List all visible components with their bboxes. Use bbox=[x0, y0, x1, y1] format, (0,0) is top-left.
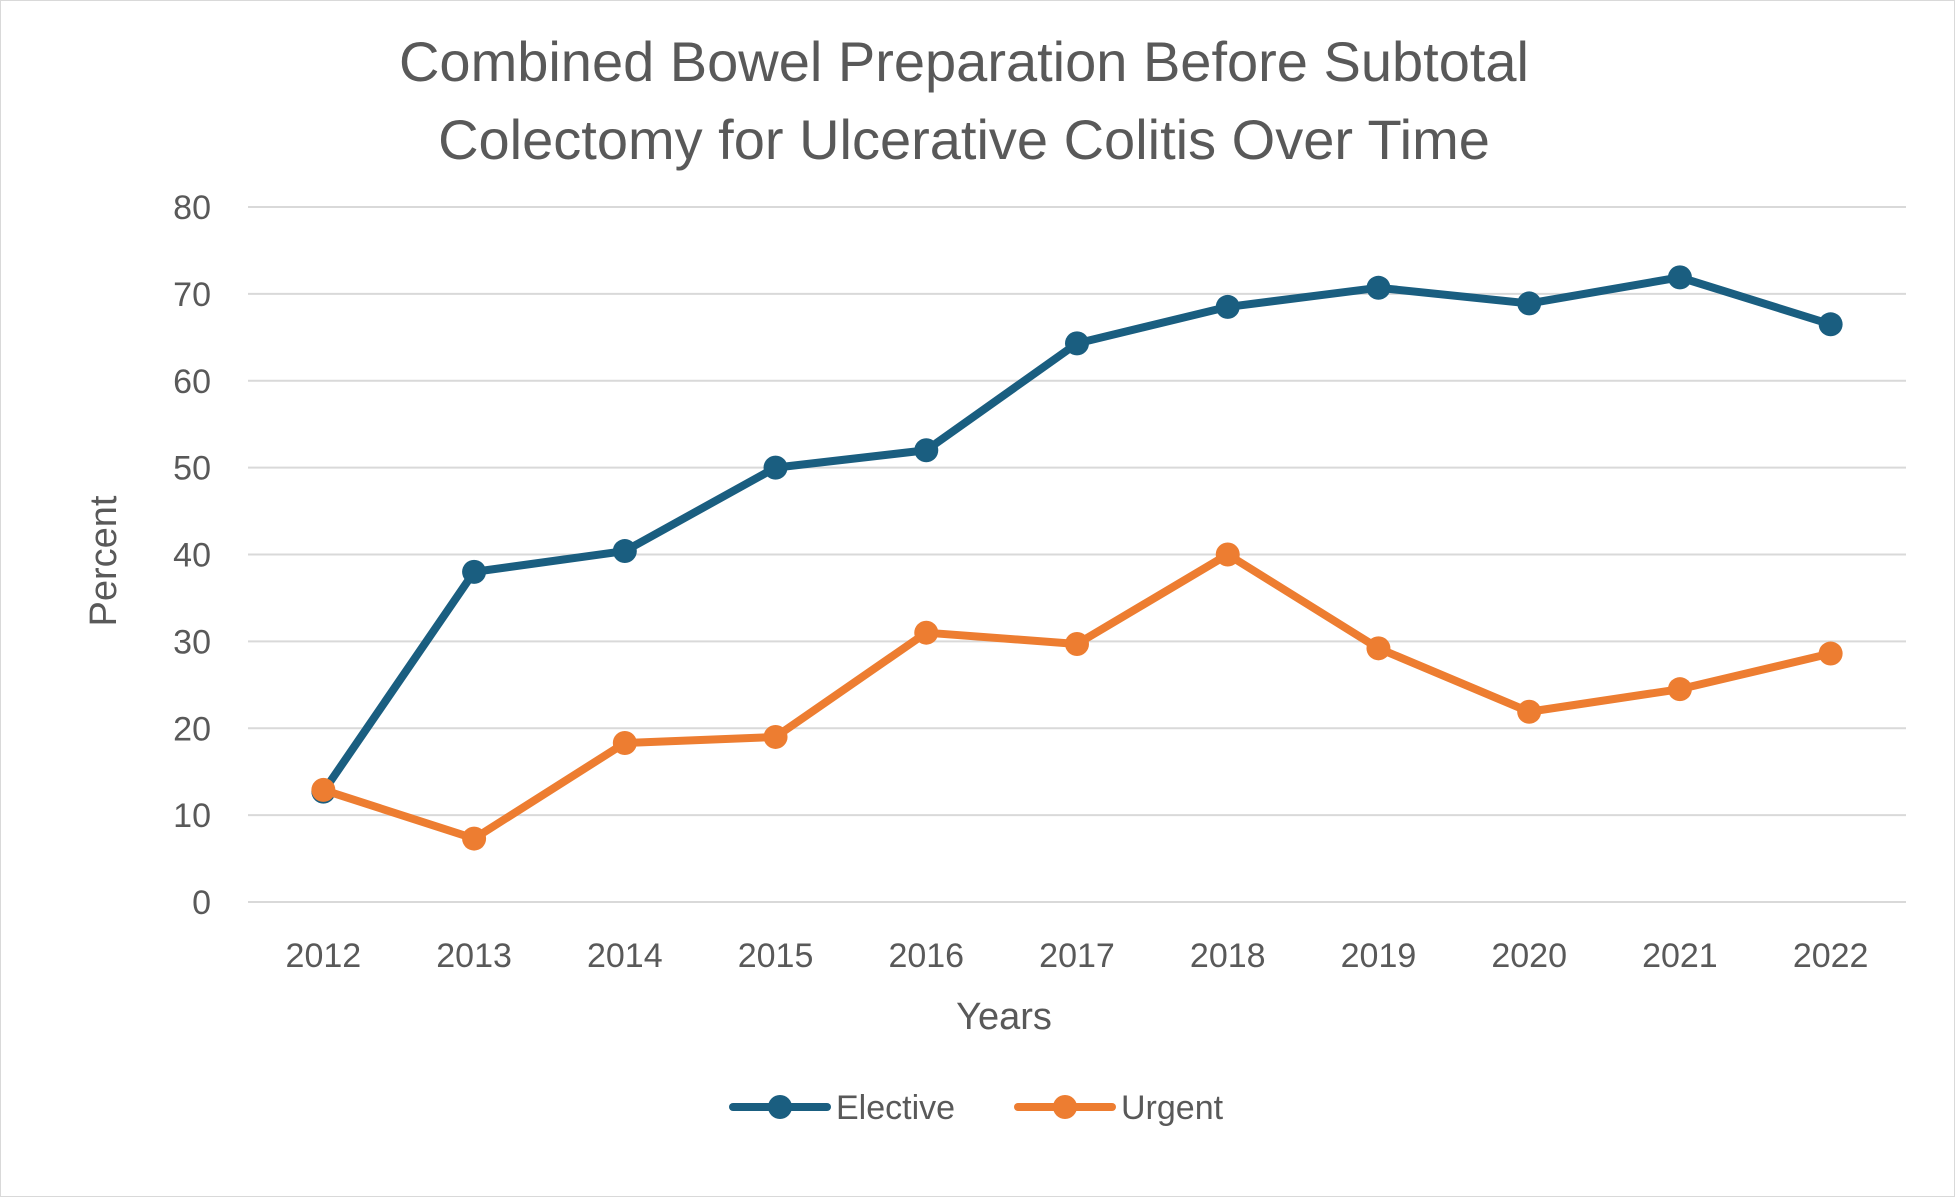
y-tick-label: 60 bbox=[173, 363, 211, 401]
data-point-elective bbox=[914, 438, 939, 463]
x-axis-ticks: 2012 2013 2014 2015 2016 2017 2018 2019 2020 2021… bbox=[286, 937, 1869, 975]
data-point-urgent bbox=[462, 826, 487, 851]
y-tick-label: 50 bbox=[173, 450, 211, 488]
legend-label-elective: Elective bbox=[836, 1089, 955, 1127]
legend-marker-urgent bbox=[1053, 1095, 1077, 1119]
data-point-elective bbox=[1818, 312, 1843, 337]
data-point-elective bbox=[462, 559, 487, 584]
legend-label-urgent: Urgent bbox=[1121, 1089, 1224, 1127]
x-tick-label: 2021 bbox=[1642, 937, 1718, 975]
x-tick-label: 2017 bbox=[1039, 937, 1115, 975]
legend: Elective Urgent bbox=[729, 1089, 1224, 1127]
data-point-urgent bbox=[763, 724, 788, 749]
data-point-urgent bbox=[612, 731, 637, 756]
series-urgent bbox=[311, 542, 1843, 851]
chart-title-line-2: Colectomy for Ulcerative Colitis Over Ti… bbox=[438, 108, 1490, 171]
data-point-elective bbox=[612, 539, 637, 564]
chart-title-line-1: Combined Bowel Preparation Before Subtot… bbox=[399, 30, 1529, 93]
y-tick-label: 10 bbox=[173, 797, 211, 835]
x-tick-label: 2016 bbox=[888, 937, 964, 975]
y-tick-label: 0 bbox=[192, 884, 211, 922]
x-tick-label: 2018 bbox=[1190, 937, 1266, 975]
x-tick-label: 2022 bbox=[1793, 937, 1869, 975]
data-point-elective bbox=[1667, 265, 1692, 290]
data-point-urgent bbox=[914, 620, 939, 645]
data-point-urgent bbox=[1667, 677, 1692, 702]
series-line-urgent bbox=[319, 550, 1835, 843]
series-elective bbox=[311, 265, 1843, 804]
data-point-urgent bbox=[1215, 542, 1240, 567]
y-tick-label: 80 bbox=[173, 189, 211, 227]
y-axis-title: Percent bbox=[83, 495, 125, 626]
data-point-elective bbox=[1065, 331, 1089, 356]
data-point-elective bbox=[1366, 275, 1391, 300]
y-axis-ticks: 0 10 20 30 40 50 60 70 80 bbox=[173, 189, 211, 922]
data-point-urgent bbox=[1366, 636, 1391, 661]
data-point-elective bbox=[763, 455, 788, 480]
data-point-urgent bbox=[1818, 641, 1843, 666]
series-layer bbox=[311, 265, 1843, 851]
x-tick-label: 2015 bbox=[738, 937, 814, 975]
gridlines bbox=[248, 206, 1906, 903]
legend-item-urgent: Urgent bbox=[1014, 1089, 1224, 1127]
x-tick-label: 2014 bbox=[587, 937, 663, 975]
data-point-elective bbox=[1517, 291, 1542, 316]
x-tick-label: 2020 bbox=[1491, 937, 1567, 975]
y-tick-label: 20 bbox=[173, 710, 211, 748]
x-tick-label: 2012 bbox=[286, 937, 362, 975]
legend-marker-elective bbox=[768, 1095, 792, 1119]
x-axis-title: Years bbox=[956, 996, 1052, 1038]
data-point-urgent bbox=[1065, 631, 1089, 656]
x-tick-label: 2019 bbox=[1341, 937, 1417, 975]
data-point-urgent bbox=[311, 777, 336, 802]
data-point-elective bbox=[1215, 294, 1240, 319]
data-point-urgent bbox=[1517, 699, 1542, 724]
y-tick-label: 70 bbox=[173, 276, 211, 314]
y-tick-label: 30 bbox=[173, 623, 211, 661]
x-tick-label: 2013 bbox=[436, 937, 512, 975]
y-tick-label: 40 bbox=[173, 537, 211, 575]
legend-item-elective: Elective bbox=[729, 1089, 955, 1127]
